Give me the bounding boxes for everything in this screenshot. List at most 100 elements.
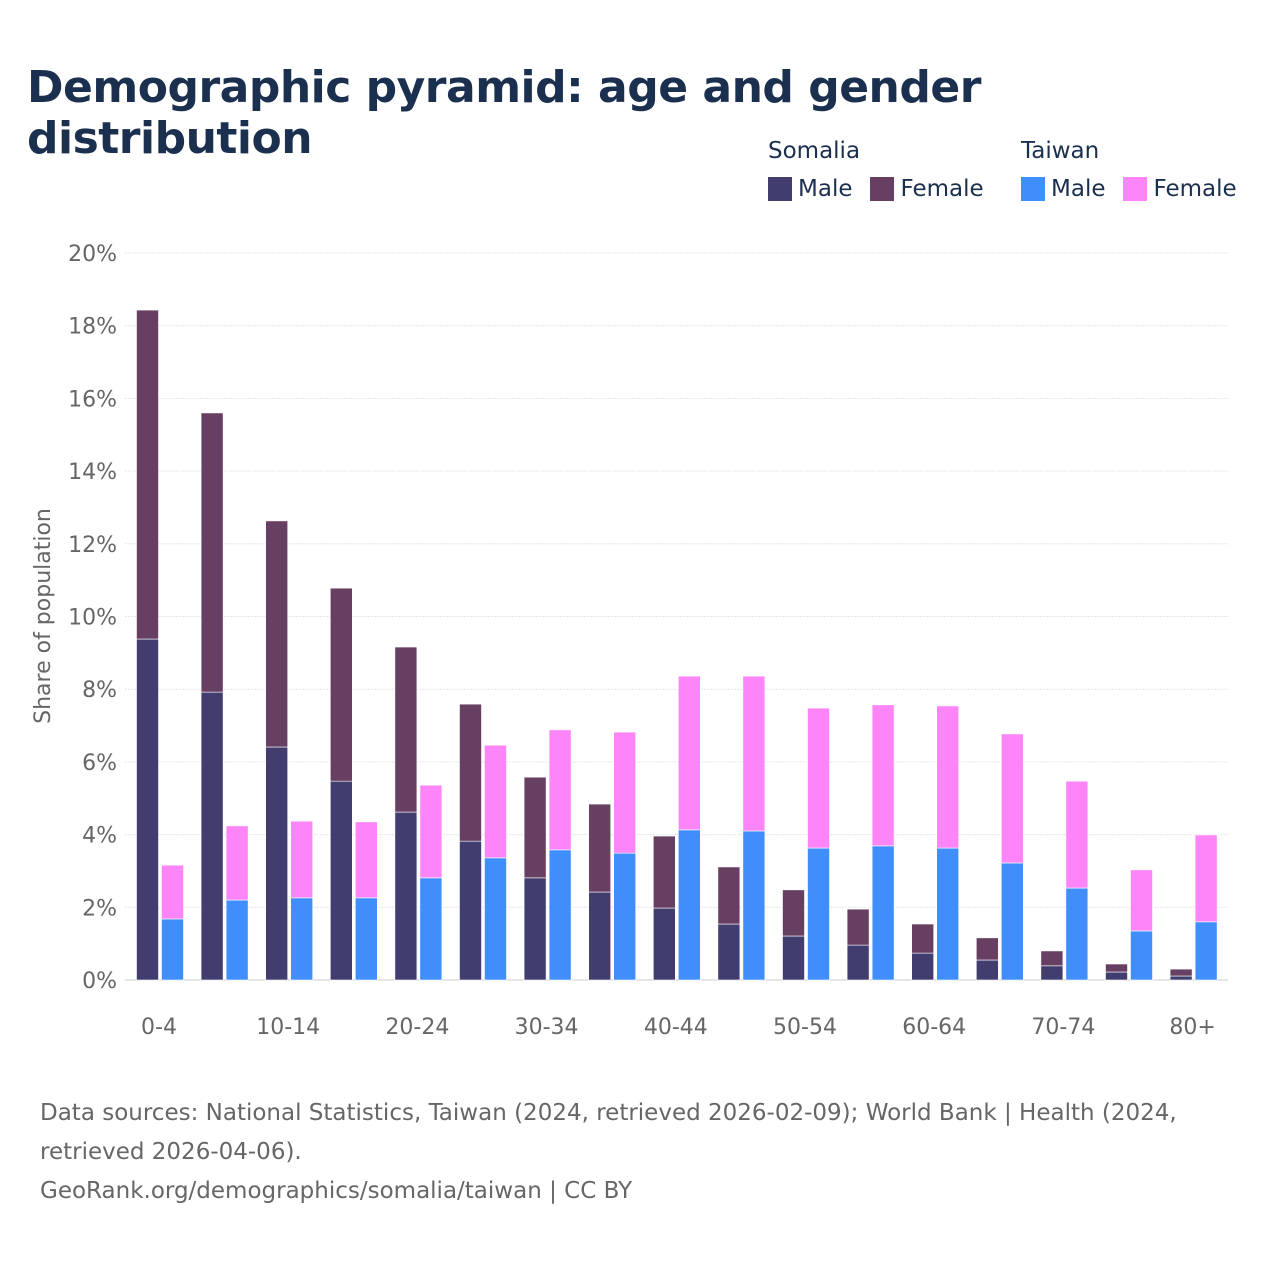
- bar-taiwan-female: [742, 675, 766, 832]
- bar-taiwan-female: [1130, 869, 1153, 932]
- bar-somalia-female: [200, 412, 224, 693]
- bar-somalia-female: [846, 908, 870, 946]
- x-tick-label: 0-4: [141, 1015, 177, 1040]
- bar-somalia-male: [136, 638, 159, 981]
- bar-taiwan-female: [807, 707, 830, 849]
- y-axis-label: Share of population: [31, 508, 56, 724]
- bar-taiwan-male: [1194, 921, 1218, 981]
- bar-somalia-female: [523, 776, 547, 879]
- bar-somalia-female: [975, 937, 999, 961]
- bar-somalia-male: [846, 944, 870, 981]
- bar-somalia-male: [523, 877, 547, 981]
- bar-somalia-male: [588, 891, 612, 981]
- y-tick-label: 2%: [82, 896, 117, 921]
- bar-taiwan-female: [936, 705, 960, 849]
- x-tick-label: 80+: [1169, 1015, 1215, 1040]
- bar-somalia-male: [975, 959, 999, 981]
- y-tick-label: 12%: [68, 533, 117, 558]
- bar-taiwan-male: [419, 877, 443, 981]
- legend-label: Female: [900, 176, 984, 202]
- legend-swatch: [870, 177, 895, 201]
- footer-sources: Data sources: National Statistics, Taiwa…: [40, 1100, 1177, 1165]
- x-tick-label: 50-54: [773, 1015, 837, 1040]
- bar-somalia-male: [265, 746, 289, 981]
- legend-group-somalia: Somalia Male Female: [768, 138, 984, 202]
- bar-taiwan-male: [936, 847, 960, 981]
- y-tick-label: 14%: [68, 460, 117, 485]
- legend-label: Female: [1153, 176, 1237, 202]
- bar-somalia-male: [1169, 975, 1193, 981]
- y-tick-label: 10%: [68, 606, 117, 631]
- bar-taiwan-male: [290, 897, 314, 981]
- bar-somalia-male: [329, 780, 353, 981]
- y-tick-label: 8%: [82, 678, 117, 703]
- bar-somalia-male: [200, 691, 224, 981]
- bar-taiwan-female: [1000, 733, 1024, 864]
- bar-taiwan-female: [1065, 780, 1089, 889]
- legend-item-taiwan-female[interactable]: Female: [1123, 176, 1237, 202]
- bar-somalia-female: [717, 866, 741, 925]
- bar-taiwan-male: [1065, 887, 1089, 981]
- x-tick-label: 70-74: [1031, 1015, 1095, 1040]
- bar-somalia-male: [652, 907, 676, 981]
- x-tick-label: 60-64: [902, 1015, 966, 1040]
- bar-taiwan-female: [225, 825, 249, 901]
- bar-somalia-female: [1040, 950, 1064, 967]
- legend-item-taiwan-male[interactable]: Male: [1021, 176, 1105, 202]
- bar-taiwan-female: [419, 784, 443, 879]
- bar-taiwan-female: [613, 731, 637, 854]
- legend-swatch: [768, 177, 792, 201]
- bar-taiwan-female: [548, 729, 572, 851]
- bar-somalia-female: [911, 923, 935, 954]
- bar-taiwan-female: [484, 744, 507, 859]
- bar-taiwan-male: [354, 897, 378, 981]
- x-tick-label: 10-14: [256, 1015, 320, 1040]
- bar-taiwan-female: [161, 864, 184, 920]
- legend-item-somalia-female[interactable]: Female: [870, 176, 984, 202]
- x-tick-label: 40-44: [644, 1015, 708, 1040]
- legend-group-taiwan: Taiwan Male Female: [1021, 138, 1237, 202]
- bar-somalia-male: [717, 923, 741, 981]
- bar-somalia-female: [136, 309, 159, 640]
- bar-somalia-male: [782, 935, 805, 981]
- x-tick-label: 30-34: [515, 1015, 579, 1040]
- legend-label: Male: [798, 176, 853, 202]
- legend-item-somalia-male[interactable]: Male: [768, 176, 852, 202]
- bar-somalia-male: [459, 840, 482, 981]
- bar-somalia-male: [1040, 965, 1064, 981]
- bar-somalia-female: [394, 646, 418, 813]
- bar-taiwan-male: [1000, 862, 1024, 981]
- y-tick-label: 6%: [82, 751, 117, 776]
- y-tick-label: 20%: [68, 242, 117, 267]
- y-tick-label: 18%: [68, 315, 117, 340]
- footer-credit[interactable]: GeoRank.org/demographics/somalia/taiwan …: [40, 1178, 633, 1204]
- bar-taiwan-male: [548, 849, 572, 981]
- bar-somalia-male: [1105, 971, 1128, 981]
- bar-taiwan-male: [807, 847, 830, 981]
- bar-taiwan-female: [871, 704, 895, 847]
- legend-group-title: Taiwan: [1021, 138, 1100, 164]
- bar-somalia-male: [911, 952, 935, 981]
- footer: Data sources: National Statistics, Taiwa…: [40, 1094, 1220, 1211]
- legend-swatch: [1123, 177, 1148, 201]
- bar-somalia-female: [459, 703, 482, 842]
- bar-somalia-female: [652, 835, 676, 909]
- x-tick-label: 20-24: [385, 1015, 449, 1040]
- bar-taiwan-female: [1194, 834, 1218, 923]
- bar-somalia-female: [265, 520, 289, 748]
- y-tick-label: 4%: [82, 824, 117, 849]
- bar-somalia-male: [394, 811, 418, 981]
- bar-taiwan-female: [677, 675, 701, 831]
- bar-taiwan-female: [290, 820, 314, 899]
- bar-somalia-female: [329, 587, 353, 782]
- legend-label: Male: [1051, 176, 1106, 202]
- bar-taiwan-male: [161, 918, 184, 981]
- legend-swatch: [1021, 177, 1045, 201]
- bar-taiwan-male: [677, 829, 701, 981]
- bar-taiwan-male: [742, 830, 766, 981]
- bar-taiwan-male: [484, 857, 507, 981]
- bar-somalia-female: [782, 889, 805, 937]
- chart-title: Demographic pyramid: age and gender dist…: [27, 62, 981, 164]
- bar-taiwan-male: [613, 852, 637, 981]
- bar-taiwan-male: [871, 845, 895, 981]
